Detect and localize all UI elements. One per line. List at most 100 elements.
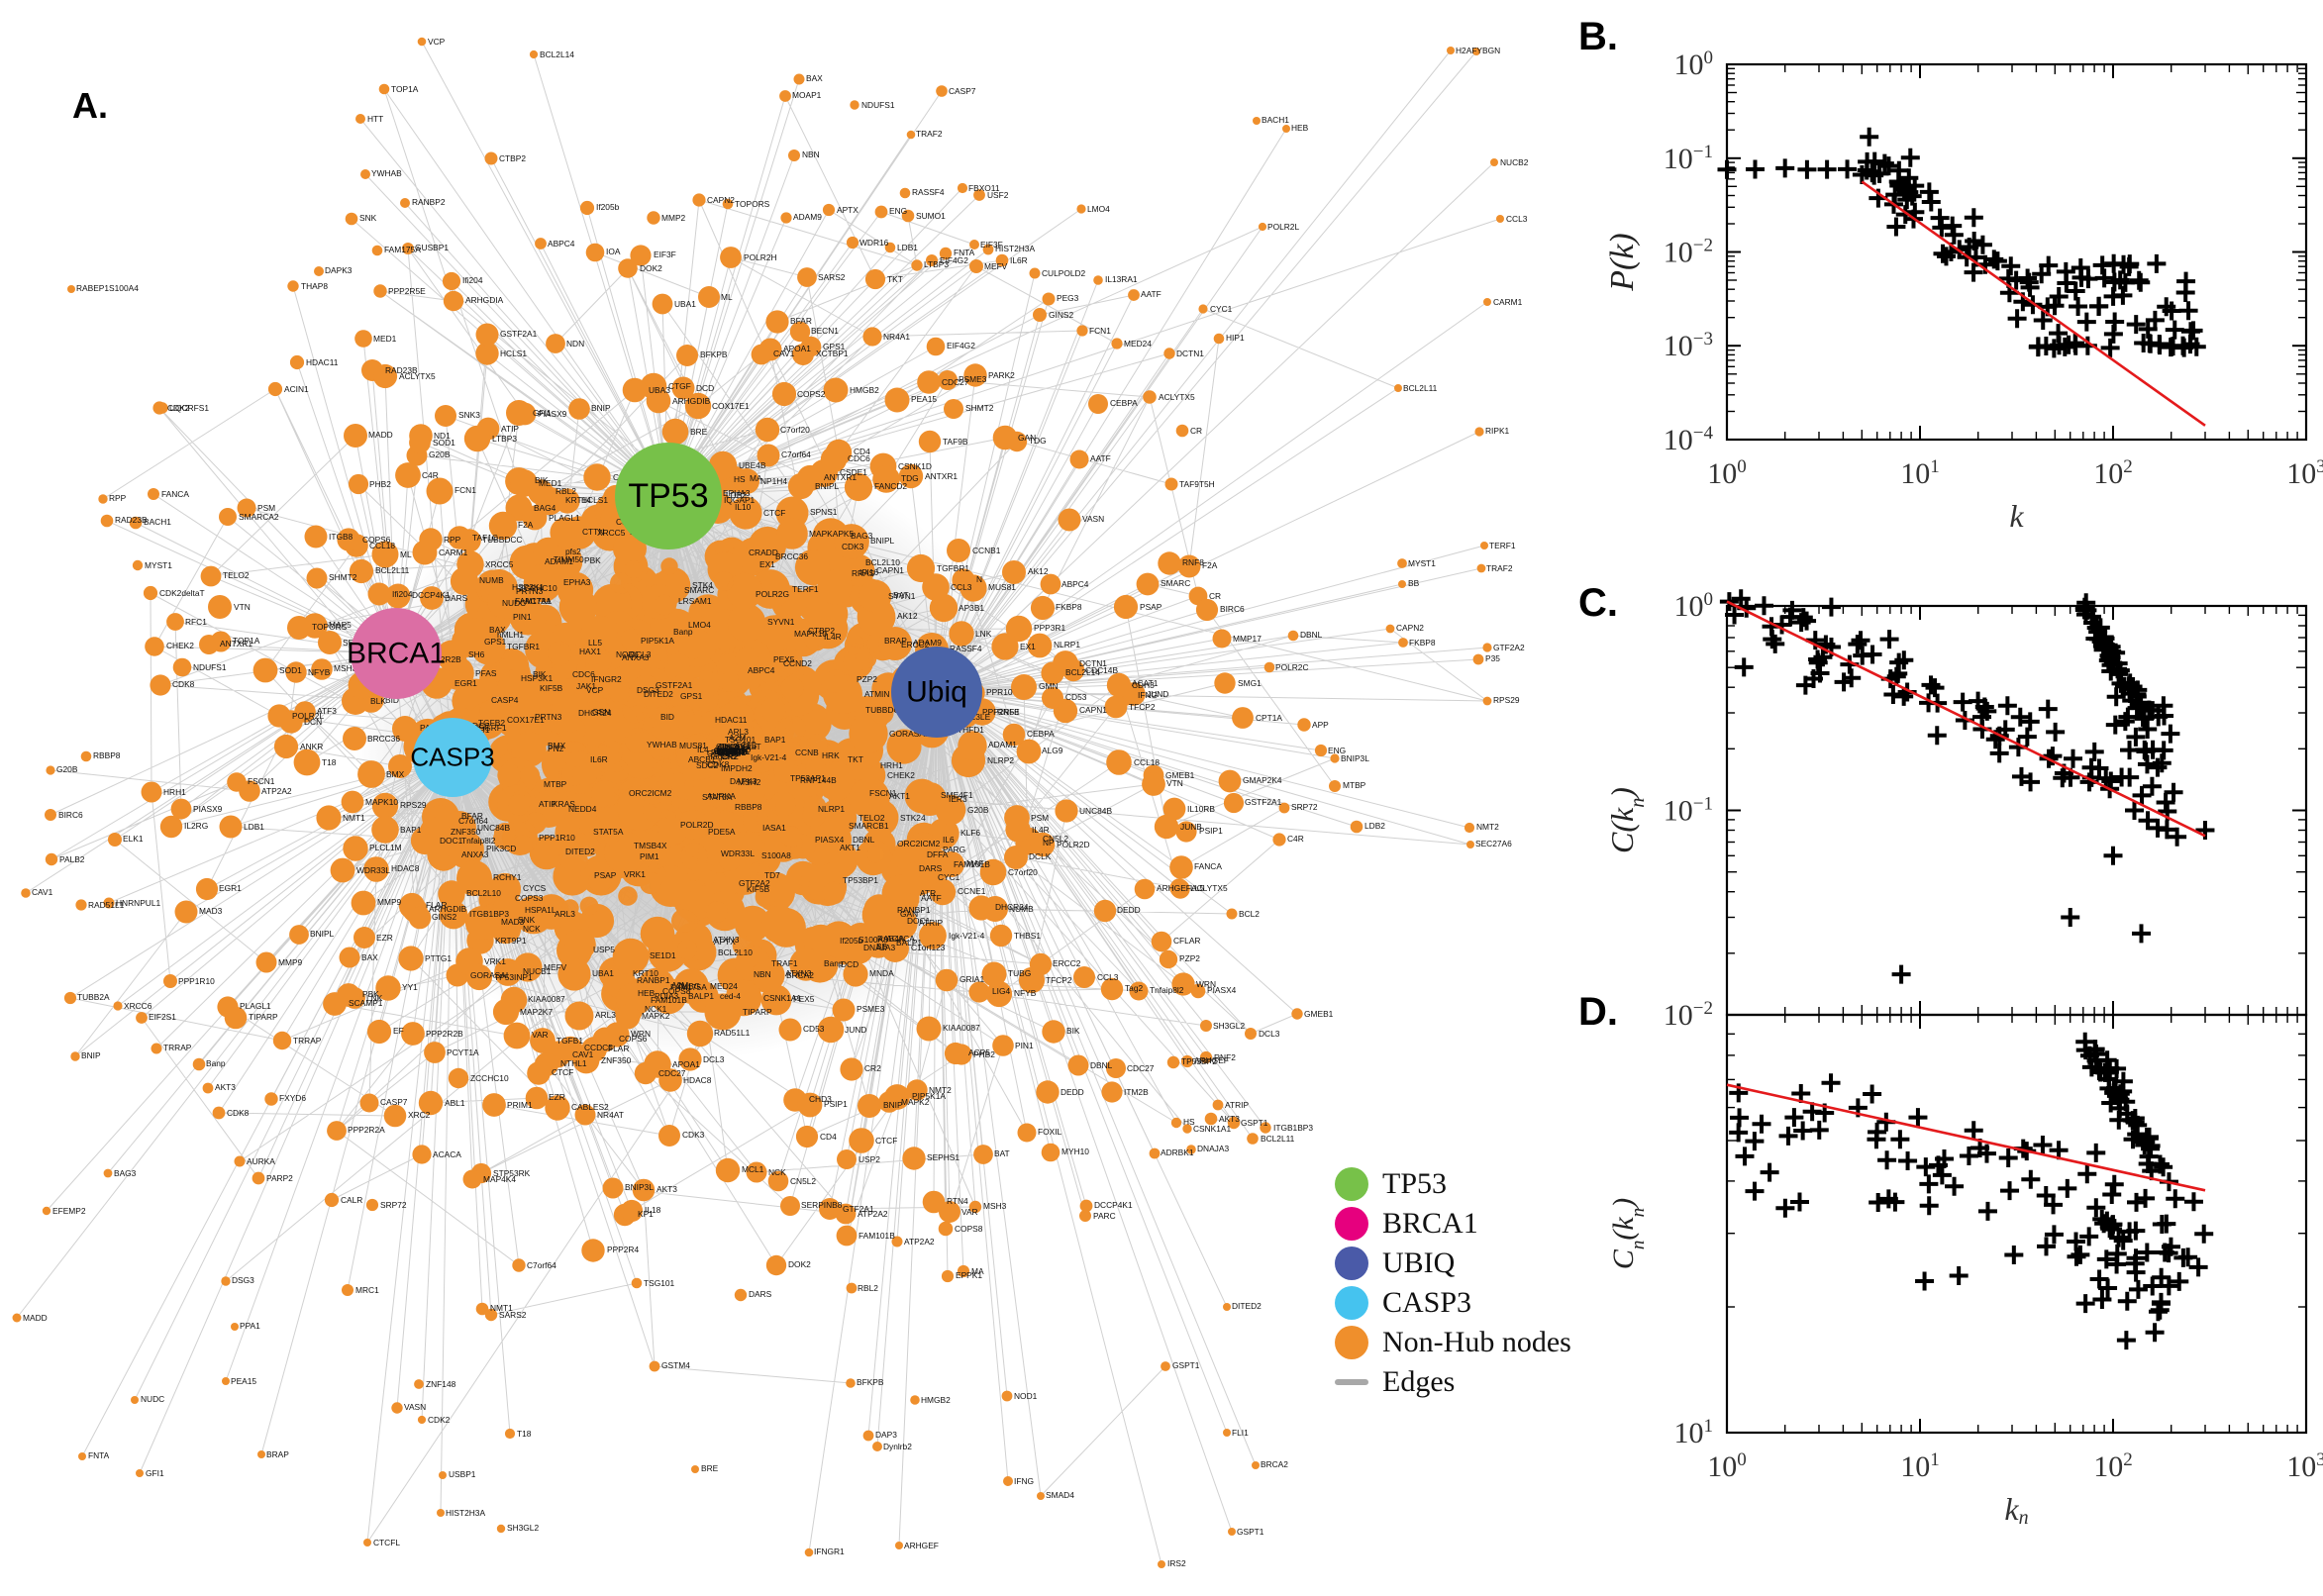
svg-text:BRCC36: BRCC36 (775, 551, 808, 561)
svg-text:PPR10: PPR10 (986, 687, 1013, 697)
svg-text:PIN1: PIN1 (1015, 1041, 1034, 1050)
svg-text:LDB1: LDB1 (897, 243, 918, 252)
svg-text:PLAGL1: PLAGL1 (549, 513, 580, 523)
svg-text:NDUFS1: NDUFS1 (861, 100, 895, 110)
svg-text:RBBP8: RBBP8 (93, 750, 121, 760)
svg-text:DOK2: DOK2 (788, 1259, 811, 1269)
svg-text:If205b: If205b (596, 202, 620, 212)
svg-text:DCTN1: DCTN1 (1176, 349, 1204, 358)
svg-text:TUBBDCC: TUBBDCC (482, 535, 522, 545)
svg-text:BAT: BAT (994, 1148, 1010, 1158)
svg-text:RRAS: RRAS (852, 568, 875, 578)
svg-text:CSDE1: CSDE1 (840, 467, 867, 477)
svg-text:HIP1: HIP1 (1226, 333, 1245, 343)
svg-text:PPP3R1: PPP3R1 (1034, 623, 1065, 633)
svg-text:TDG: TDG (1029, 436, 1047, 446)
svg-text:PPP2R4: PPP2R4 (607, 1245, 639, 1254)
svg-text:CDC27: CDC27 (942, 377, 969, 387)
svg-text:HMGB2: HMGB2 (850, 385, 879, 395)
svg-text:YWHAB: YWHAB (647, 740, 677, 749)
svg-text:PSIP1: PSIP1 (824, 1099, 848, 1109)
svg-text:STK4: STK4 (692, 580, 713, 590)
svg-text:KRT14: KRT14 (565, 495, 591, 505)
svg-text:EFEMP2: EFEMP2 (52, 1206, 86, 1216)
svg-text:YY1: YY1 (402, 982, 418, 992)
svg-text:KIAA0087: KIAA0087 (528, 994, 565, 1004)
svg-text:ARHGEF: ARHGEF (1194, 1055, 1229, 1065)
svg-text:100: 100 (1707, 1449, 1747, 1483)
svg-text:MEFV: MEFV (984, 261, 1008, 271)
svg-text:C7orf64: C7orf64 (527, 1260, 556, 1270)
svg-text:SHMT2: SHMT2 (329, 572, 357, 582)
svg-text:DAPK3: DAPK3 (325, 265, 353, 275)
svg-text:TIPARP: TIPARP (743, 1007, 772, 1017)
svg-text:NLRP2: NLRP2 (987, 755, 1014, 765)
svg-text:CCL3: CCL3 (1506, 214, 1528, 224)
svg-text:HMGB2: HMGB2 (921, 1395, 951, 1405)
svg-text:10−1: 10−1 (1664, 142, 1713, 175)
svg-text:ATP2A2: ATP2A2 (261, 786, 292, 796)
svg-text:PPP2R5E: PPP2R5E (388, 286, 426, 296)
svg-text:CN5L2: CN5L2 (790, 1176, 816, 1186)
svg-text:UBA3: UBA3 (649, 385, 670, 395)
svg-text:ARHGDIB: ARHGDIB (672, 396, 711, 406)
svg-text:RPS29: RPS29 (400, 800, 427, 810)
svg-text:Igk-V21-4: Igk-V21-4 (751, 752, 787, 762)
svg-text:100: 100 (1674, 48, 1714, 81)
svg-text:SH3GL2: SH3GL2 (507, 1523, 539, 1533)
svg-text:CAPN2: CAPN2 (707, 195, 735, 205)
svg-text:CEBPA: CEBPA (1027, 729, 1055, 739)
svg-text:GSN: GSN (592, 707, 610, 717)
svg-text:PCYT1A: PCYT1A (447, 1047, 479, 1057)
svg-text:ATRIP: ATRIP (919, 918, 943, 928)
svg-text:MA: MA (971, 1266, 984, 1276)
svg-text:NMT1: NMT1 (343, 813, 365, 823)
svg-text:103: 103 (2286, 1449, 2323, 1483)
svg-text:PSIP1: PSIP1 (1199, 826, 1223, 836)
svg-text:LDB1: LDB1 (244, 822, 264, 832)
svg-text:WDR16: WDR16 (859, 238, 889, 248)
svg-text:C7orf64: C7orf64 (781, 449, 811, 459)
svg-text:PSAP: PSAP (594, 870, 617, 880)
svg-text:IL4: IL4 (697, 745, 709, 754)
svg-text:GPS1: GPS1 (484, 637, 507, 647)
svg-text:PTTG1: PTTG1 (425, 953, 452, 963)
svg-text:FLI1: FLI1 (1232, 1428, 1249, 1438)
svg-text:GTF2A1: GTF2A1 (843, 1204, 874, 1214)
svg-text:PPA1: PPA1 (240, 1321, 260, 1331)
svg-text:KRT9P1: KRT9P1 (495, 936, 527, 946)
svg-text:HRK: HRK (822, 750, 840, 760)
svg-text:EIF4G2: EIF4G2 (947, 341, 975, 350)
svg-text:CAPN1: CAPN1 (1079, 705, 1107, 715)
svg-text:NR4AT: NR4AT (597, 1110, 624, 1120)
svg-text:DEDD: DEDD (1117, 905, 1141, 915)
svg-text:BAG4: BAG4 (534, 503, 556, 513)
svg-text:SME4F1: SME4F1 (941, 790, 973, 800)
svg-text:CR: CR (1190, 426, 1202, 436)
svg-text:APP: APP (1312, 720, 1329, 730)
svg-text:BRCA1: BRCA1 (347, 638, 446, 670)
svg-text:MED1: MED1 (373, 334, 397, 344)
svg-text:CDC6: CDC6 (848, 453, 870, 463)
svg-text:CCL18: CCL18 (1134, 757, 1160, 767)
svg-text:HIST2H3A: HIST2H3A (446, 1508, 485, 1518)
svg-text:HRH1: HRH1 (880, 760, 903, 770)
svg-text:DCCP4K1: DCCP4K1 (1094, 1200, 1133, 1210)
svg-text:JUND: JUND (845, 1025, 866, 1035)
svg-text:PPP2R2A: PPP2R2A (348, 1125, 385, 1135)
svg-text:DNAJA3: DNAJA3 (1197, 1144, 1229, 1153)
svg-text:CFLAR: CFLAR (1173, 936, 1200, 946)
svg-text:BNIP: BNIP (591, 403, 611, 413)
svg-text:MAP4K4: MAP4K4 (483, 1174, 516, 1184)
svg-text:IFNGR2: IFNGR2 (591, 674, 622, 684)
svg-text:XRCC5: XRCC5 (485, 559, 514, 569)
svg-text:HS: HS (1183, 1117, 1195, 1127)
svg-text:GFI1: GFI1 (146, 1468, 164, 1478)
svg-text:CYCS: CYCS (523, 883, 547, 893)
svg-text:DOC1: DOC1 (440, 836, 463, 846)
svg-text:10−1: 10−1 (1664, 794, 1713, 828)
svg-text:FCN1: FCN1 (454, 485, 476, 495)
svg-text:BECN1: BECN1 (811, 326, 839, 336)
svg-text:ITM2B: ITM2B (1124, 1087, 1149, 1097)
svg-text:CDH3: CDH3 (1132, 680, 1155, 690)
